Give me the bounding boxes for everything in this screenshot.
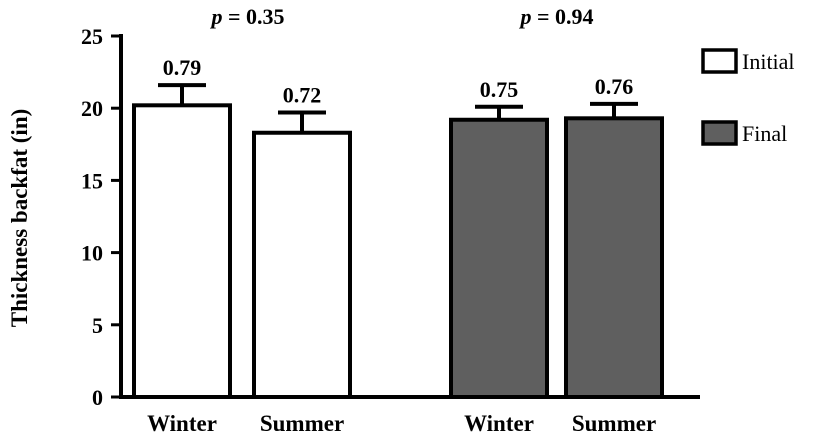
bar-data-label: 0.79 xyxy=(163,55,202,80)
p-value-label: p = 0.94 xyxy=(518,4,593,29)
y-tick-label: 5 xyxy=(92,313,103,338)
y-tick-label: 25 xyxy=(81,24,103,49)
legend-label: Initial xyxy=(742,49,795,74)
bar-final-summer xyxy=(564,116,664,399)
bar-data-label: 0.72 xyxy=(283,83,322,108)
bar-initial-winter xyxy=(132,103,232,399)
legend-label: Final xyxy=(742,121,787,146)
legend: Initial Final xyxy=(701,48,795,146)
x-category-label: Summer xyxy=(572,411,656,436)
x-category-label: Winter xyxy=(464,411,534,436)
bar-initial-summer xyxy=(252,130,352,400)
bar-final-winter xyxy=(449,117,549,399)
bars xyxy=(132,83,664,400)
legend-swatch-final xyxy=(701,120,738,146)
bar-data-label: 0.76 xyxy=(595,74,634,99)
labels: 0.79 Winter 0.72 Summer p = 0.35 0.75 Winter 0.… xyxy=(147,4,656,436)
y-tick-label: 0 xyxy=(92,385,103,410)
y-axis-title-group: Thickness backfat (in) xyxy=(7,109,32,328)
y-axis-title: Thickness backfat (in) xyxy=(7,109,32,328)
p-value-label: p = 0.35 xyxy=(209,4,284,29)
y-tick-label: 10 xyxy=(81,241,103,266)
bar-data-label: 0.75 xyxy=(480,77,519,102)
y-tick-label: 15 xyxy=(81,168,103,193)
x-category-label: Summer xyxy=(260,411,344,436)
legend-swatch-initial xyxy=(701,48,738,74)
x-category-label: Winter xyxy=(147,411,217,436)
y-tick-label: 20 xyxy=(81,96,103,121)
